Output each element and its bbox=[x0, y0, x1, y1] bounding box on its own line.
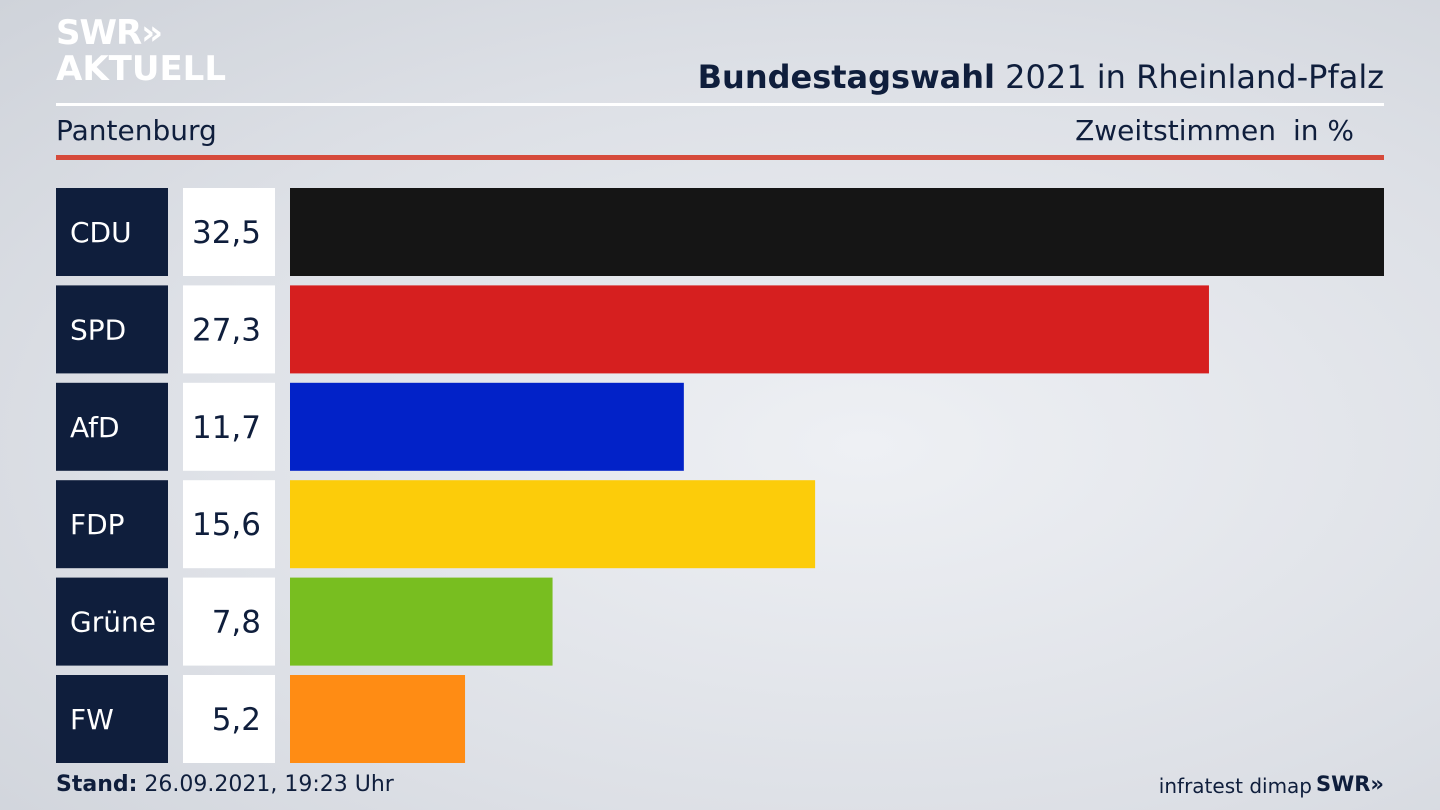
value-label: 15,6 bbox=[192, 507, 261, 543]
party-label: CDU bbox=[70, 216, 132, 249]
unit-label: in % bbox=[1292, 114, 1354, 147]
swr-footer-logo: SWR» bbox=[1315, 772, 1384, 796]
bar bbox=[290, 188, 1384, 276]
party-label: SPD bbox=[70, 313, 126, 346]
value-label: 32,5 bbox=[192, 215, 261, 251]
value-label-box bbox=[183, 382, 275, 471]
party-label-box bbox=[56, 285, 168, 374]
stand-label: Stand: bbox=[56, 772, 138, 797]
party-label: FW bbox=[70, 703, 114, 736]
bar bbox=[290, 382, 684, 471]
value-label-box bbox=[183, 675, 275, 763]
party-label-box bbox=[56, 188, 168, 276]
party-label-box bbox=[56, 480, 168, 569]
value-label: 27,3 bbox=[192, 312, 261, 348]
value-label: 5,2 bbox=[212, 702, 261, 738]
value-label: 7,8 bbox=[212, 605, 261, 641]
region-name: Pantenburg bbox=[56, 114, 217, 147]
timestamp: Stand: 26.09.2021, 19:23 Uhr bbox=[56, 772, 394, 797]
vote-type-label: Zweitstimmen bbox=[1075, 114, 1276, 147]
bar bbox=[290, 285, 1209, 374]
bar bbox=[290, 577, 553, 666]
party-label: AfD bbox=[70, 411, 120, 444]
party-label-box bbox=[56, 675, 168, 763]
value-label-box bbox=[183, 480, 275, 569]
value-label-box bbox=[183, 188, 275, 276]
bar bbox=[290, 675, 466, 763]
party-label: Grüne bbox=[70, 606, 156, 639]
header-divider bbox=[56, 103, 1384, 106]
value-label-box bbox=[183, 577, 275, 666]
party-label-box bbox=[56, 577, 168, 666]
logo-aktuell-text: AKTUELL bbox=[56, 49, 227, 89]
value-label-box bbox=[183, 285, 275, 374]
party-label-box bbox=[56, 382, 168, 471]
data-source: infratest dimap bbox=[1158, 774, 1312, 798]
title-rest: 2021 in Rheinland-Pfalz bbox=[995, 58, 1384, 96]
swr-aktuell-logo: SWR» AKTUELL bbox=[56, 16, 226, 86]
logo-swr-text: SWR bbox=[56, 13, 142, 53]
stand-value: 26.09.2021, 19:23 Uhr bbox=[137, 772, 394, 797]
party-label: FDP bbox=[70, 508, 125, 541]
value-label: 11,7 bbox=[192, 410, 261, 446]
chart-title: Bundestagswahl 2021 in Rheinland-Pfalz bbox=[698, 58, 1384, 96]
bar bbox=[290, 480, 816, 569]
accent-divider bbox=[56, 155, 1384, 160]
title-bold: Bundestagswahl bbox=[697, 58, 995, 96]
